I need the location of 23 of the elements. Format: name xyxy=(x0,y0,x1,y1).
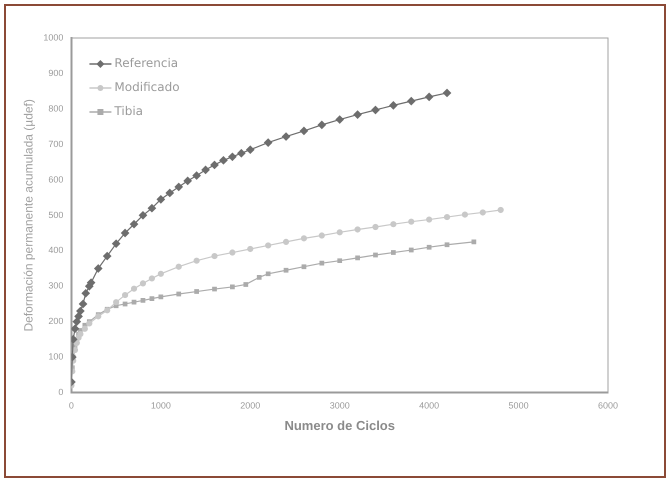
y-tick-label: 500 xyxy=(48,210,64,220)
x-tick-label: 5000 xyxy=(508,400,529,410)
y-tick-label: 600 xyxy=(48,174,64,184)
y-tick-label: 700 xyxy=(48,138,64,149)
x-tick-label: 4000 xyxy=(419,400,440,410)
y-tick-label: 1000 xyxy=(43,32,64,42)
y-tick-label: 0 xyxy=(58,387,64,398)
y-tick-label: 900 xyxy=(48,68,64,78)
x-axis-title: Numero de Ciclos xyxy=(284,418,395,433)
y-tick-label: 200 xyxy=(48,316,64,326)
legend-label: Tibia xyxy=(113,104,144,118)
x-tick-label: 6000 xyxy=(598,400,618,410)
y-axis-title: Deformación permanente acumulada (µdef) xyxy=(22,99,36,332)
x-tick-label: 3000 xyxy=(330,400,350,410)
y-tick-label: 300 xyxy=(48,280,64,291)
x-tick-label: 0 xyxy=(68,400,74,410)
y-tick-label: 400 xyxy=(48,245,64,256)
x-tick-label: 2000 xyxy=(240,400,260,410)
y-tick-label: 800 xyxy=(48,103,64,114)
legend-label: Referencia xyxy=(114,56,178,70)
x-tick-label: 1000 xyxy=(150,400,171,410)
y-tick-label: 100 xyxy=(48,352,64,362)
legend-label: Modificado xyxy=(114,80,180,94)
